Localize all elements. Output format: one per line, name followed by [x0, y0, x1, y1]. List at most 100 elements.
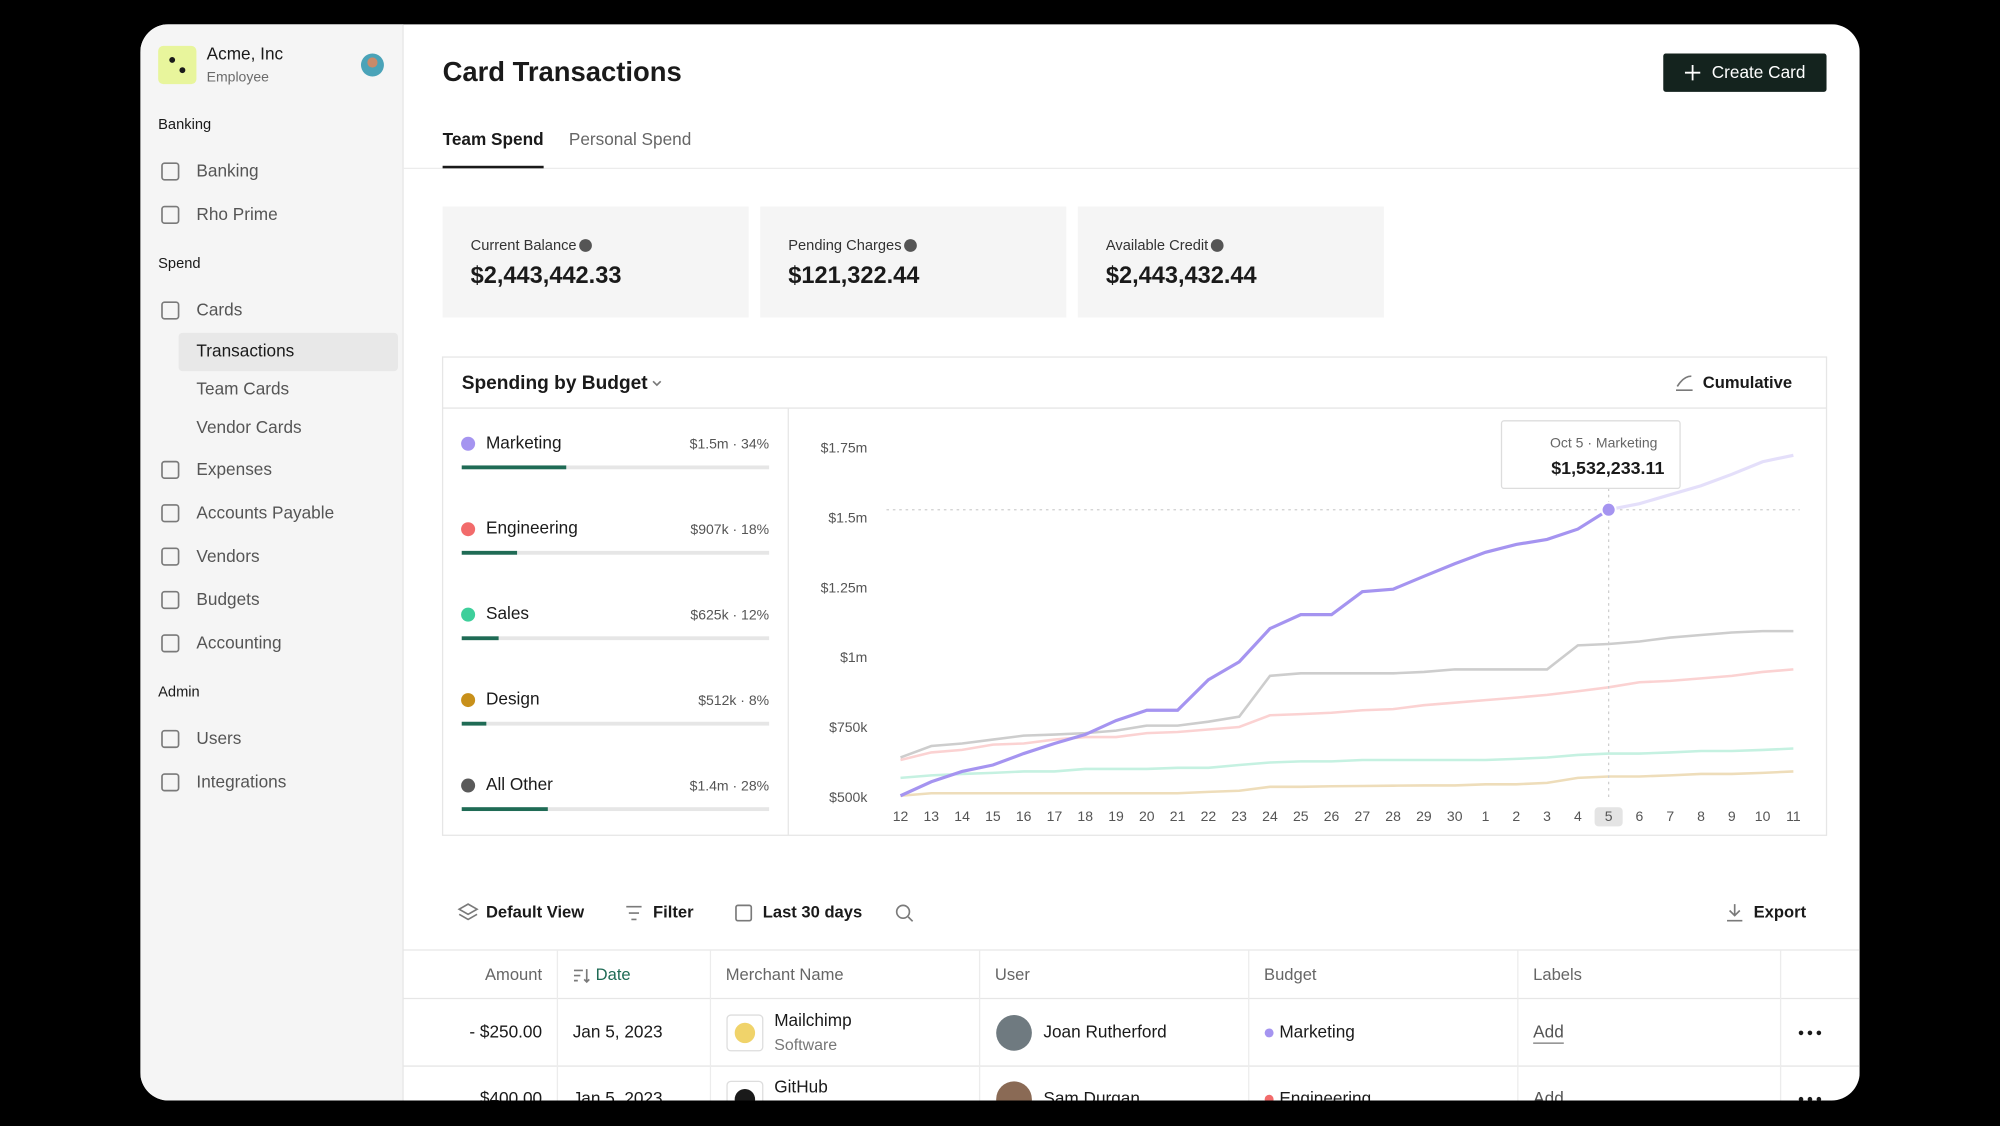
x-tick-label: 11 — [1786, 808, 1801, 824]
tab[interactable]: Team Spend — [443, 129, 544, 149]
date: Jan 5, 2023 — [573, 1021, 663, 1041]
x-tick-label: 20 — [1139, 808, 1155, 824]
date: Jan 5, 2023 — [573, 1088, 663, 1108]
nav-item[interactable]: Banking — [196, 161, 258, 181]
x-tick-label: 2 — [1512, 808, 1520, 824]
x-tick-label: 25 — [1293, 808, 1309, 824]
x-tick-label: 23 — [1231, 808, 1247, 824]
column-header[interactable]: Merchant Name — [726, 965, 844, 984]
x-tick-label: 12 — [893, 808, 909, 824]
nav-icon — [161, 634, 180, 653]
nav-item[interactable]: Vendor Cards — [196, 417, 301, 437]
nav-item[interactable]: Expenses — [196, 459, 272, 479]
filter[interactable]: Filter — [653, 902, 694, 921]
sidebar — [140, 24, 404, 1101]
x-tick-label: 24 — [1262, 808, 1278, 824]
nav-icon — [161, 590, 180, 610]
x-tick-label: 7 — [1666, 808, 1674, 824]
budget: Engineering — [1279, 1088, 1371, 1108]
nav-item[interactable]: Cards — [196, 300, 242, 320]
nav-item[interactable]: Transactions — [196, 341, 294, 361]
stat-card — [760, 206, 1067, 318]
budget-dot — [1264, 1094, 1274, 1101]
x-tick-label: 8 — [1697, 808, 1705, 824]
stat-label: Available Credit — [1106, 238, 1208, 254]
nav-item[interactable]: Budgets — [196, 589, 259, 609]
column-header[interactable]: Budget — [1264, 965, 1317, 984]
legend-name[interactable]: All Other — [486, 774, 553, 794]
legend-name[interactable]: Engineering — [486, 518, 578, 538]
nav-item[interactable]: Integrations — [196, 772, 286, 792]
nav-item[interactable]: Users — [196, 728, 241, 748]
nav-item[interactable]: Rho Prime — [196, 204, 277, 224]
x-tick-label: 1 — [1482, 808, 1490, 824]
more-dot — [1798, 1096, 1804, 1101]
share-bar — [461, 636, 499, 641]
company-logo — [158, 45, 197, 85]
legend-name[interactable]: Sales — [486, 603, 529, 623]
x-tick-label: 19 — [1108, 808, 1124, 824]
logo-dot — [169, 57, 176, 63]
share-bar — [461, 465, 567, 470]
labels-add[interactable]: Add — [1533, 1088, 1564, 1108]
default-view[interactable]: Default View — [486, 902, 584, 921]
nav-item[interactable]: Vendors — [196, 546, 259, 566]
x-tick-label: 3 — [1543, 808, 1551, 824]
stats: Current Balance $2,443,442.33 Pending Char… — [442, 206, 1384, 318]
create-card-button[interactable] — [1663, 53, 1827, 92]
more-dot — [1816, 1096, 1822, 1101]
legend-name[interactable]: Design — [486, 689, 540, 709]
tooltip-value: $1,532,233.11 — [1551, 458, 1664, 478]
x-tick-label: 30 — [1447, 808, 1463, 824]
chart-title[interactable]: Spending by Budget — [462, 373, 649, 394]
share-track — [461, 465, 770, 470]
legend-name[interactable]: Marketing — [486, 432, 562, 452]
series-line — [900, 629, 1794, 759]
column-header[interactable]: Labels — [1533, 965, 1582, 984]
series-line — [900, 770, 1794, 798]
column-header[interactable]: Amount — [485, 965, 542, 984]
stat-value: $2,443,442.33 — [471, 262, 622, 288]
date-range[interactable]: Last 30 days — [763, 902, 862, 921]
search-icon[interactable] — [895, 904, 911, 919]
x-tick-label: 15 — [985, 808, 1001, 824]
labels-add[interactable]: Add — [1533, 1021, 1564, 1041]
column-header[interactable]: Date — [596, 965, 631, 984]
legend-summary: $1.4m · 28% — [690, 778, 769, 794]
x-tick-label: 17 — [1047, 808, 1063, 824]
merchant: GitHub — [774, 1076, 828, 1096]
x-tick-highlight — [1594, 807, 1623, 827]
y-tick-label: $750k — [829, 719, 868, 735]
nav-icon — [161, 547, 180, 566]
tooltip — [1500, 420, 1681, 490]
share-track — [461, 550, 770, 555]
user-avatar — [996, 1081, 1032, 1101]
stat-card — [442, 206, 749, 318]
nav-item[interactable]: Team Cards — [196, 379, 289, 399]
y-tick-label: $1.75m — [821, 440, 868, 456]
user-avatar — [996, 1015, 1032, 1051]
column-header[interactable]: User — [995, 965, 1030, 984]
x-tick-label: 27 — [1355, 808, 1371, 824]
export[interactable]: Export — [1754, 902, 1807, 921]
nav-icon — [161, 504, 180, 523]
tab[interactable]: Personal Spend — [569, 129, 691, 149]
nav-icon — [161, 460, 180, 480]
x-tick-label: 22 — [1201, 808, 1217, 824]
nav-item[interactable]: Accounts Payable — [196, 502, 334, 522]
x-tick-label: 9 — [1728, 808, 1736, 824]
merchant: Mailchimp — [774, 1010, 851, 1030]
amount: - $250.00 — [469, 1021, 542, 1041]
info-icon — [1210, 239, 1224, 252]
x-tick-label: 26 — [1324, 808, 1340, 824]
share-track — [461, 636, 770, 641]
budget: Marketing — [1279, 1021, 1355, 1041]
cumulative-toggle[interactable]: Cumulative — [1703, 373, 1792, 392]
nav-item[interactable]: Accounting — [196, 633, 281, 653]
company-name: Acme, Inc — [207, 43, 284, 63]
legend-dot — [461, 436, 476, 451]
x-tick-label: 10 — [1755, 808, 1771, 824]
merchant-logo-mark — [734, 1022, 756, 1044]
sort-icon — [573, 969, 590, 984]
